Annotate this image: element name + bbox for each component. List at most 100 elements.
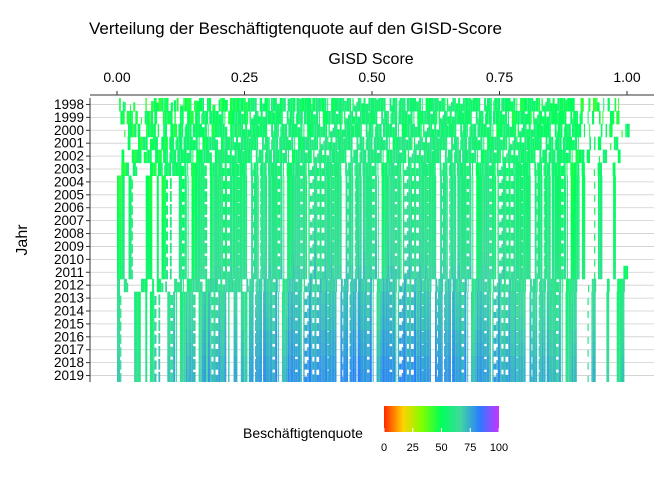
heatmap-cell bbox=[312, 284, 315, 293]
heatmap-cell bbox=[565, 343, 569, 357]
heatmap-cell bbox=[445, 136, 448, 151]
heatmap-cell bbox=[294, 175, 296, 189]
heatmap-cell bbox=[312, 205, 314, 215]
heatmap-cell bbox=[129, 123, 133, 138]
heatmap-cell bbox=[516, 188, 520, 202]
legend: Beschäftigtenquote 0 25 50 75 100 bbox=[243, 406, 508, 454]
heatmap-cell bbox=[228, 304, 230, 318]
heatmap-cell bbox=[212, 188, 214, 202]
heatmap-cell bbox=[516, 344, 519, 357]
heatmap-cell bbox=[540, 240, 543, 254]
heatmap-cell bbox=[336, 214, 340, 228]
heatmap-cell bbox=[263, 265, 265, 280]
heatmap-cell bbox=[398, 136, 401, 151]
legend-tick-label: 0 bbox=[381, 442, 387, 454]
heatmap-cell bbox=[385, 369, 388, 382]
heatmap-cell bbox=[327, 306, 329, 319]
heatmap-cell bbox=[334, 123, 337, 138]
heatmap-cell bbox=[581, 214, 586, 228]
heatmap-cell bbox=[185, 343, 188, 357]
heatmap-cell bbox=[543, 216, 545, 228]
heatmap-cell bbox=[563, 265, 567, 280]
heatmap-cell bbox=[494, 252, 497, 267]
heatmap-cell bbox=[311, 304, 313, 318]
heatmap-cell bbox=[423, 369, 427, 382]
heatmap-cell bbox=[343, 317, 347, 331]
heatmap-cell bbox=[119, 252, 122, 267]
heatmap-cell bbox=[149, 265, 153, 280]
heatmap-cell bbox=[444, 307, 445, 319]
heatmap-cell bbox=[389, 320, 393, 331]
heatmap-cell bbox=[145, 317, 148, 331]
heatmap-cell bbox=[460, 214, 464, 228]
heatmap-cell bbox=[421, 357, 424, 370]
heatmap-cell bbox=[222, 206, 226, 215]
heatmap-cell bbox=[231, 201, 233, 215]
heatmap-cell bbox=[169, 216, 172, 228]
heatmap-cell bbox=[354, 317, 357, 331]
heatmap-cell bbox=[209, 162, 212, 176]
heatmap-cell bbox=[486, 291, 490, 306]
heatmap-cell bbox=[399, 324, 402, 331]
heatmap-cell bbox=[411, 297, 414, 306]
heatmap-cell bbox=[326, 265, 331, 280]
heatmap-cell bbox=[563, 175, 567, 189]
heatmap-cell bbox=[420, 201, 422, 215]
heatmap-cell bbox=[212, 265, 214, 280]
heatmap-cell bbox=[429, 304, 431, 318]
heatmap-cell bbox=[300, 304, 302, 318]
heatmap-cell bbox=[290, 369, 294, 382]
heatmap-cell bbox=[344, 111, 346, 125]
heatmap-cell bbox=[544, 201, 547, 215]
heatmap-cell bbox=[431, 175, 435, 189]
heatmap-cell bbox=[266, 291, 270, 306]
heatmap-cell bbox=[343, 356, 347, 370]
heatmap-cell bbox=[352, 304, 355, 318]
heatmap-cell bbox=[235, 214, 238, 228]
heatmap-cell bbox=[413, 369, 416, 382]
heatmap-cell bbox=[307, 282, 310, 293]
heatmap-cell bbox=[271, 123, 273, 138]
heatmap-cell bbox=[394, 178, 398, 189]
heatmap-cell bbox=[399, 152, 403, 164]
heatmap-cell bbox=[552, 317, 556, 331]
heatmap-cell bbox=[353, 278, 355, 293]
heatmap-cell bbox=[320, 291, 322, 306]
heatmap-cell bbox=[344, 149, 347, 164]
heatmap-cell bbox=[519, 149, 521, 164]
heatmap-cell bbox=[140, 117, 142, 125]
heatmap-cell bbox=[281, 356, 286, 370]
heatmap-cell bbox=[161, 283, 164, 293]
heatmap-cell bbox=[435, 369, 437, 382]
heatmap-cell bbox=[207, 317, 211, 331]
heatmap-cell bbox=[231, 188, 233, 202]
heatmap-cell bbox=[324, 227, 327, 241]
heatmap-cell bbox=[374, 201, 377, 215]
heatmap-cell bbox=[612, 110, 615, 125]
heatmap-cell bbox=[387, 214, 390, 228]
legend-tick-label: 50 bbox=[435, 442, 447, 454]
heatmap-cell bbox=[290, 188, 293, 202]
heatmap-cell bbox=[543, 123, 546, 138]
heatmap-cell bbox=[225, 188, 227, 202]
heatmap-cell bbox=[416, 317, 420, 331]
heatmap-cell bbox=[346, 356, 349, 370]
heatmap-cell bbox=[164, 165, 166, 177]
heatmap-cell bbox=[219, 252, 222, 267]
heatmap-cell bbox=[574, 227, 577, 241]
heatmap-cell bbox=[344, 123, 347, 138]
heatmap-cell bbox=[474, 278, 478, 293]
heatmap-cell bbox=[542, 116, 545, 125]
heatmap-cell bbox=[425, 149, 427, 164]
x-tick-label: 0.75 bbox=[486, 69, 513, 85]
heatmap-cell bbox=[117, 188, 120, 202]
heatmap-cell bbox=[228, 343, 230, 357]
heatmap-cell bbox=[389, 346, 393, 357]
heatmap-cell bbox=[298, 252, 301, 267]
heatmap-cell bbox=[207, 291, 211, 306]
heatmap-cell bbox=[594, 272, 596, 280]
heatmap-cell bbox=[566, 265, 568, 280]
heatmap-cell bbox=[546, 343, 550, 357]
heatmap-cell bbox=[374, 188, 377, 202]
heatmap-cell bbox=[370, 136, 373, 151]
